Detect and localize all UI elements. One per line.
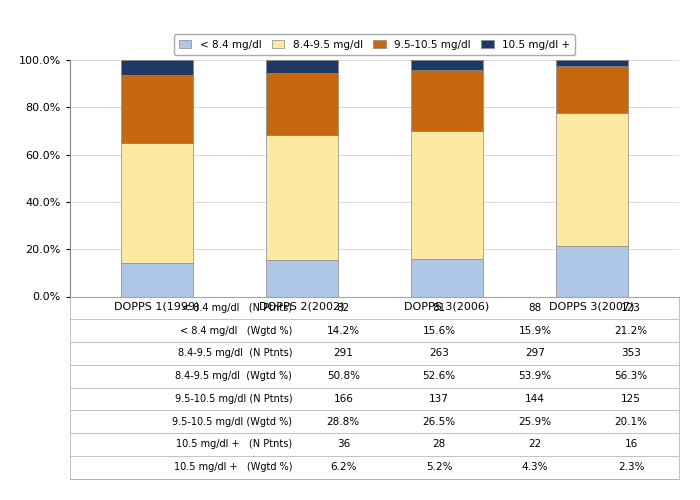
Text: < 8.4 mg/dl   (Wgtd %): < 8.4 mg/dl (Wgtd %) [180, 326, 293, 336]
Text: 15.6%: 15.6% [423, 326, 456, 336]
Text: 123: 123 [621, 303, 641, 313]
Text: 50.8%: 50.8% [327, 371, 360, 381]
Text: 14.2%: 14.2% [327, 326, 360, 336]
Bar [556, 113, 629, 246]
Bar [120, 263, 193, 296]
Text: 82: 82 [337, 303, 350, 313]
Bar [120, 74, 193, 143]
Text: 5.2%: 5.2% [426, 462, 452, 472]
Text: 15.9%: 15.9% [519, 326, 552, 336]
Legend: < 8.4 mg/dl, 8.4-9.5 mg/dl, 9.5-10.5 mg/dl, 10.5 mg/dl +: < 8.4 mg/dl, 8.4-9.5 mg/dl, 9.5-10.5 mg/… [174, 34, 575, 55]
Text: 20.1%: 20.1% [615, 416, 648, 426]
Text: 144: 144 [525, 394, 545, 404]
Text: 28.8%: 28.8% [327, 416, 360, 426]
Bar [266, 72, 338, 135]
Text: 9.5-10.5 mg/dl (Wgtd %): 9.5-10.5 mg/dl (Wgtd %) [172, 416, 293, 426]
Bar [266, 60, 338, 72]
Text: 6.2%: 6.2% [330, 462, 356, 472]
Bar [411, 60, 483, 70]
Text: 26.5%: 26.5% [423, 416, 456, 426]
Text: 53.9%: 53.9% [519, 371, 552, 381]
Text: 137: 137 [429, 394, 449, 404]
Text: 81: 81 [433, 303, 446, 313]
Text: 21.2%: 21.2% [615, 326, 648, 336]
Bar [411, 70, 483, 132]
Text: 52.6%: 52.6% [423, 371, 456, 381]
Text: 10.5 mg/dl +   (Wgtd %): 10.5 mg/dl + (Wgtd %) [174, 462, 293, 472]
Bar [120, 60, 193, 74]
Bar [556, 66, 629, 113]
Text: 25.9%: 25.9% [519, 416, 552, 426]
Bar [556, 60, 629, 66]
Text: 353: 353 [621, 348, 641, 358]
Bar [266, 135, 338, 260]
Text: 291: 291 [333, 348, 354, 358]
Text: 16: 16 [624, 440, 638, 450]
Bar [411, 259, 483, 296]
Bar [266, 260, 338, 296]
Text: 125: 125 [621, 394, 641, 404]
Text: 2.3%: 2.3% [618, 462, 644, 472]
Bar [120, 143, 193, 263]
Text: 8.4-9.5 mg/dl  (N Ptnts): 8.4-9.5 mg/dl (N Ptnts) [178, 348, 293, 358]
Text: 8.4-9.5 mg/dl  (Wgtd %): 8.4-9.5 mg/dl (Wgtd %) [176, 371, 293, 381]
Text: 22: 22 [528, 440, 542, 450]
Text: 56.3%: 56.3% [615, 371, 648, 381]
Text: < 8.4 mg/dl   (N Ptnts): < 8.4 mg/dl (N Ptnts) [182, 303, 293, 313]
Text: 88: 88 [528, 303, 542, 313]
Text: 10.5 mg/dl +   (N Ptnts): 10.5 mg/dl + (N Ptnts) [176, 440, 293, 450]
Text: 263: 263 [429, 348, 449, 358]
Text: 28: 28 [433, 440, 446, 450]
Bar [556, 246, 629, 296]
Text: 297: 297 [525, 348, 545, 358]
Text: 9.5-10.5 mg/dl (N Ptnts): 9.5-10.5 mg/dl (N Ptnts) [175, 394, 293, 404]
Text: 166: 166 [333, 394, 354, 404]
Text: 4.3%: 4.3% [522, 462, 548, 472]
Text: 36: 36 [337, 440, 350, 450]
Bar [411, 132, 483, 259]
